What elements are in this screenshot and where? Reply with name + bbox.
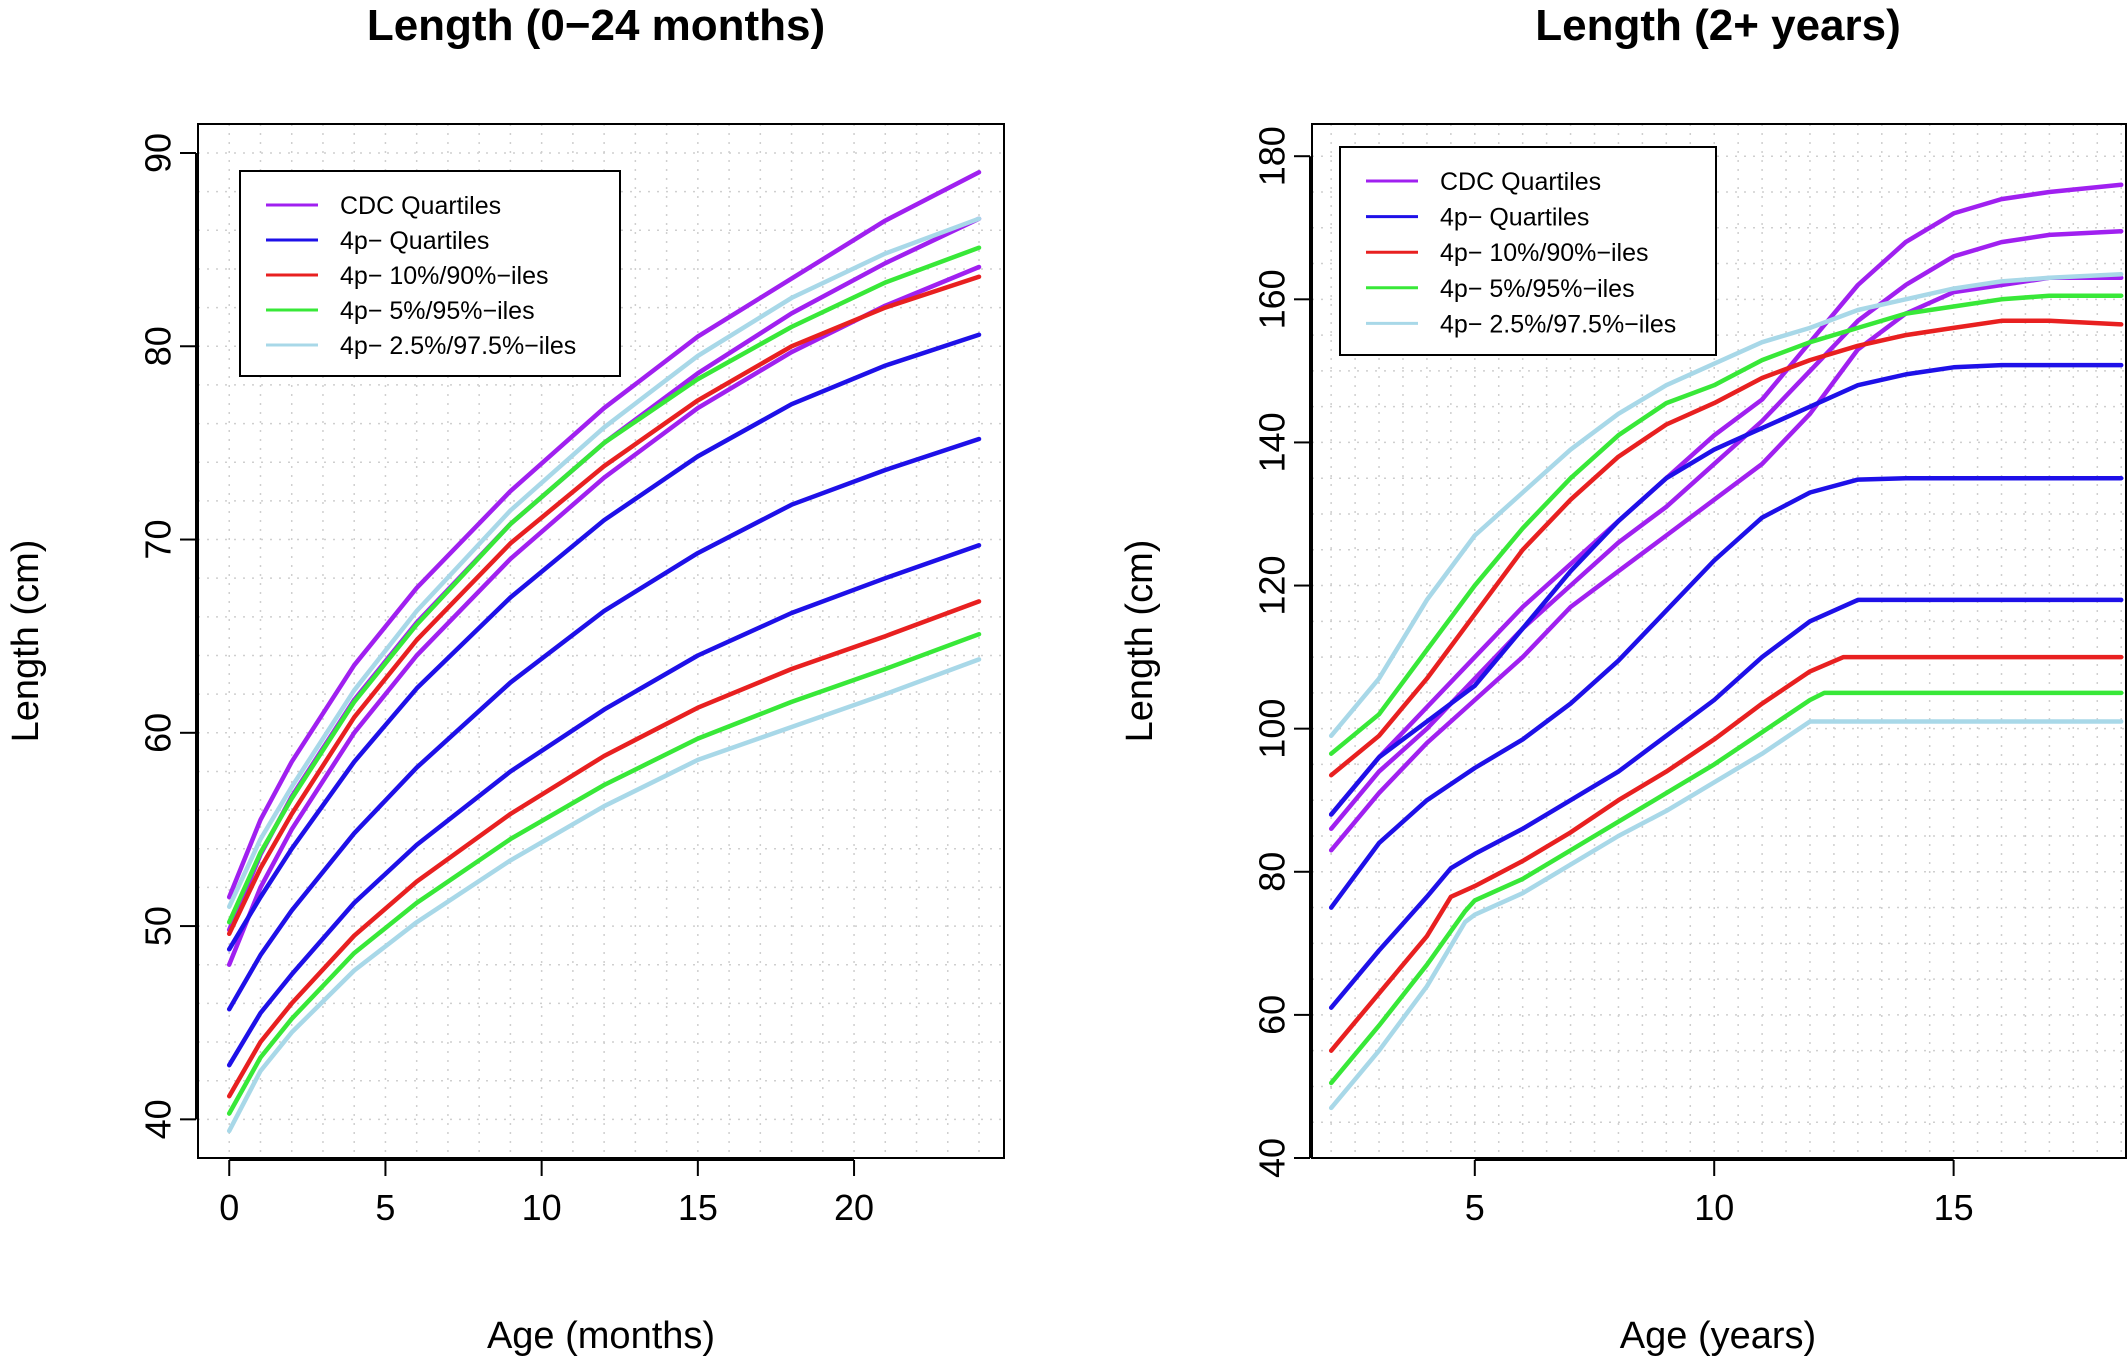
y-tick-label: 40 <box>1252 1138 1293 1178</box>
y-tick-label: 80 <box>1252 852 1293 892</box>
series-line-8 <box>1328 654 2124 1053</box>
series-line-8 <box>226 599 982 1099</box>
legend-label: 4p− Quartiles <box>340 227 489 255</box>
series-line-12 <box>1328 719 2124 1111</box>
legend-label: 4p− 10%/90%−iles <box>1440 239 1648 267</box>
y-axis-title: Length (cm) <box>5 540 47 743</box>
legend-label: 4p− 10%/90%−iles <box>340 262 548 290</box>
series-line-5 <box>226 436 982 1012</box>
y-tick-label: 140 <box>1252 412 1293 472</box>
legend-label: 4p− 2.5%/97.5%−iles <box>1440 310 1676 338</box>
x-axis-title: Age (months) <box>487 1315 715 1357</box>
series-line-11 <box>1328 272 2124 739</box>
y-tick-label: 70 <box>138 520 179 560</box>
y-tick-label: 60 <box>138 713 179 753</box>
chart-panel-2: 5 10 15 40 60 80 100 120 140 160 180 Length (2+ yea… <box>1119 1 2127 1357</box>
x-tick-label: 15 <box>1934 1187 1974 1228</box>
series-group <box>226 170 982 1134</box>
series-line-6 <box>1328 597 2124 1010</box>
series-line-1 <box>1328 182 2124 817</box>
x-tick-label: 5 <box>375 1187 395 1228</box>
y-tick-label: 50 <box>138 906 179 946</box>
x-axis: 5 10 15 <box>1465 1159 1974 1228</box>
legend-label: CDC Quartiles <box>1440 168 1601 196</box>
chart-title: Length (2+ years) <box>1535 1 1901 50</box>
y-axis: 40 50 60 70 80 90 <box>138 133 197 1139</box>
series-line-1 <box>226 170 982 900</box>
legend-label: CDC Quartiles <box>340 192 501 220</box>
series-line-10 <box>226 631 982 1116</box>
y-tick-label: 120 <box>1252 556 1293 616</box>
legend-label: 4p− 2.5%/97.5%−iles <box>340 332 576 360</box>
x-tick-label: 10 <box>522 1187 562 1228</box>
series-line-7 <box>226 274 982 937</box>
y-tick-label: 90 <box>138 133 179 173</box>
series-line-6 <box>226 543 982 1068</box>
y-tick-label: 100 <box>1252 699 1293 759</box>
plot-frame <box>197 123 1005 1159</box>
x-tick-label: 5 <box>1465 1187 1485 1228</box>
chart-panel-1: 0 5 10 15 20 40 50 60 70 80 90 Length (0−24 months)… <box>5 1 1005 1357</box>
y-axis-title: Length (cm) <box>1119 540 1161 743</box>
series-line-9 <box>226 245 982 925</box>
series-line-10 <box>1328 690 2124 1086</box>
y-tick-label: 60 <box>1252 995 1293 1035</box>
x-tick-label: 0 <box>219 1187 239 1228</box>
series-line-5 <box>1328 475 2124 910</box>
y-tick-label: 180 <box>1252 126 1293 186</box>
series-line-7 <box>1328 318 2124 778</box>
series-group <box>1328 182 2124 1111</box>
y-axis: 40 60 80 100 120 140 160 180 <box>1252 126 1311 1178</box>
legend-label: 4p− 5%/95%−iles <box>1440 275 1635 303</box>
x-tick-label: 10 <box>1694 1187 1734 1228</box>
y-tick-label: 160 <box>1252 269 1293 329</box>
plot-frame <box>1311 123 2127 1159</box>
x-axis-title: Age (years) <box>1620 1315 1816 1357</box>
series-line-3 <box>1328 275 2124 853</box>
legend: CDC Quartiles 4p− Quartiles 4p− 10%/90%−il… <box>239 170 621 377</box>
series-line-12 <box>226 657 982 1134</box>
series-line-9 <box>1328 293 2124 756</box>
y-tick-label: 40 <box>138 1099 179 1139</box>
x-axis: 0 5 10 15 20 <box>219 1159 874 1228</box>
y-tick-label: 80 <box>138 326 179 366</box>
legend: CDC Quartiles 4p− Quartiles 4p− 10%/90%−il… <box>1339 146 1717 356</box>
series-line-11 <box>226 216 982 909</box>
legend-label: 4p− 5%/95%−iles <box>340 297 535 325</box>
series-line-4 <box>226 332 982 952</box>
series-line-3 <box>226 264 982 967</box>
x-tick-label: 20 <box>834 1187 874 1228</box>
chart-title: Length (0−24 months) <box>367 1 825 50</box>
legend-label: 4p− Quartiles <box>1440 204 1589 232</box>
x-tick-label: 15 <box>678 1187 718 1228</box>
series-line-4 <box>1328 362 2124 817</box>
